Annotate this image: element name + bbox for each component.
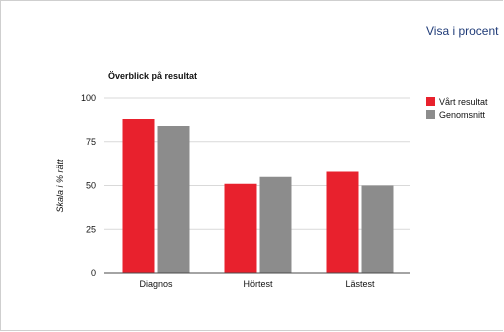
chart-title: Överblick på resultat [108, 71, 197, 81]
legend-label-0: Vårt resultat [439, 97, 488, 107]
y-tick-label: 25 [86, 224, 96, 234]
x-tick-label: Lästest [345, 279, 375, 289]
legend-swatch-0 [426, 97, 435, 106]
bar-our-result-2[interactable] [326, 171, 359, 274]
x-tick-label: Hörtest [243, 279, 273, 289]
bar-our-result-1[interactable] [224, 183, 257, 273]
x-tick-label: Diagnos [139, 279, 173, 289]
y-tick-label: 50 [86, 181, 96, 191]
bar-our-result-0[interactable] [122, 119, 155, 273]
show-percent-link[interactable]: Visa i procent [426, 24, 499, 38]
y-tick-label: 75 [86, 137, 96, 147]
legend-swatch-1 [426, 110, 435, 119]
bar-average-1[interactable] [259, 176, 292, 273]
bar-average-0[interactable] [157, 126, 190, 273]
y-tick-label: 0 [91, 268, 96, 278]
bar-average-2[interactable] [361, 185, 394, 274]
y-axis-label: Skala i % rätt [55, 159, 65, 213]
y-tick-label: 100 [81, 93, 96, 103]
legend-label-1: Genomsnitt [439, 110, 486, 120]
